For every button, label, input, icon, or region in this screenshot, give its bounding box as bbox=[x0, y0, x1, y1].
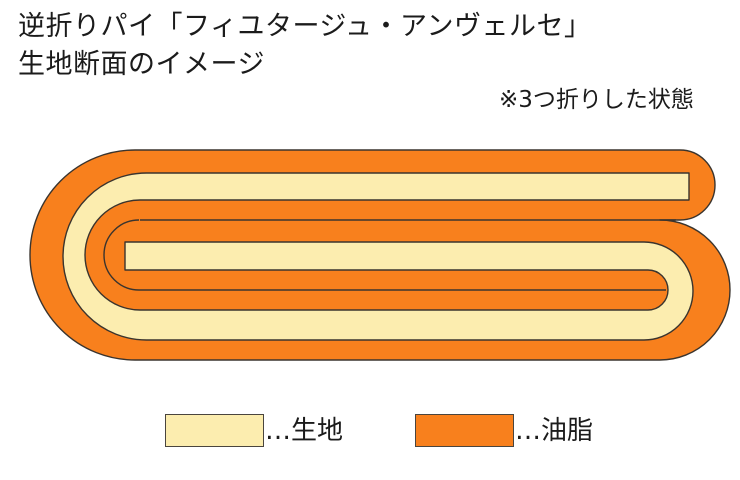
fat-swatch-rect bbox=[415, 414, 514, 447]
middle-sheet-end-cap-line bbox=[103, 219, 140, 291]
page-title: 逆折りパイ「フィユタージュ・アンヴェルセ」 生地断面のイメージ bbox=[18, 8, 591, 84]
legend-label-dough: …生地 bbox=[265, 416, 344, 446]
legend-item-fat: …油脂 bbox=[415, 414, 593, 448]
dough-ribbon bbox=[62, 172, 694, 341]
legend-item-dough: …生地 bbox=[165, 414, 343, 448]
title-line-1: 逆折りパイ「フィユタージュ・アンヴェルセ」 bbox=[18, 11, 592, 42]
dough-swatch-rect bbox=[165, 414, 264, 447]
dough-swatch bbox=[165, 414, 264, 447]
title-line-2: 生地断面のイメージ bbox=[18, 49, 265, 80]
legend-label-fat: …油脂 bbox=[515, 416, 594, 446]
fold-state-note: ※3つ折りした状態 bbox=[499, 87, 694, 113]
fat-swatch bbox=[415, 414, 514, 447]
